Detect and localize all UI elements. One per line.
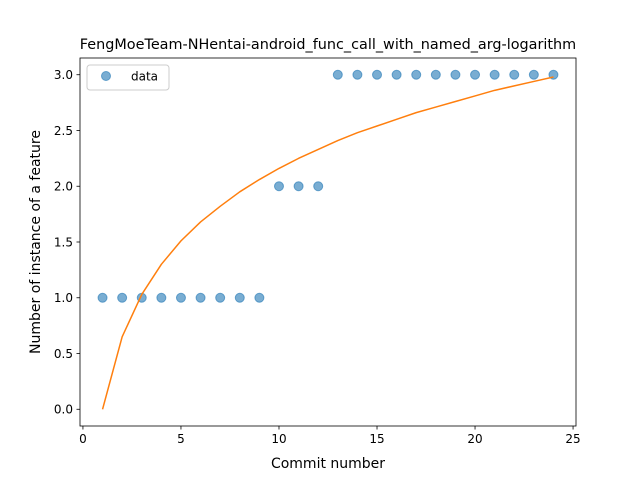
x-tick-label: 25: [565, 432, 580, 446]
y-tick-label: 0.0: [54, 403, 73, 417]
x-tick-label: 5: [177, 432, 185, 446]
axes-frame: [79, 57, 577, 427]
data-point: [293, 181, 304, 192]
plot-area: 0 5 10 15 20 25 0.0 0.5 1.0 1.5 2.0 2.5 3.0: [54, 68, 581, 446]
y-tick-label: 1.0: [54, 291, 73, 305]
y-tick-label: 3.0: [54, 68, 73, 82]
data-point: [234, 292, 245, 303]
data-point: [430, 69, 441, 80]
y-tick-label: 2.0: [54, 180, 73, 194]
x-tick-label: 20: [467, 432, 482, 446]
legend-label-data: data: [131, 70, 158, 84]
data-point: [372, 69, 383, 80]
x-axis-label: Commit number: [271, 456, 385, 472]
data-point: [175, 292, 186, 303]
data-point: [117, 292, 128, 303]
y-axis-label: Number of instance of a feature: [28, 130, 44, 354]
data-point: [254, 292, 265, 303]
data-point: [273, 181, 284, 192]
data-point: [332, 69, 343, 80]
data-point: [489, 69, 500, 80]
x-tick-label: 15: [369, 432, 384, 446]
fit-line: [101, 76, 554, 410]
y-tick-label: 1.5: [54, 235, 73, 249]
data-point: [215, 292, 226, 303]
data-point: [411, 69, 422, 80]
x-tick-label: 10: [271, 432, 286, 446]
data-point: [156, 292, 167, 303]
y-tick-label: 0.5: [54, 347, 73, 361]
chart-title: FengMoeTeam-NHentai-android_func_call_wi…: [80, 37, 576, 53]
data-point: [352, 69, 363, 80]
data-point: [509, 69, 520, 80]
data-point: [97, 292, 108, 303]
legend-marker: [101, 71, 111, 81]
y-tick-label: 2.5: [54, 124, 73, 138]
legend: data: [86, 64, 170, 91]
data-point: [528, 69, 539, 80]
data-point: [195, 292, 206, 303]
data-point: [391, 69, 402, 80]
x-tick-label: 0: [79, 432, 87, 446]
data-point: [450, 69, 461, 80]
data-point: [313, 181, 324, 192]
data-point: [470, 69, 481, 80]
